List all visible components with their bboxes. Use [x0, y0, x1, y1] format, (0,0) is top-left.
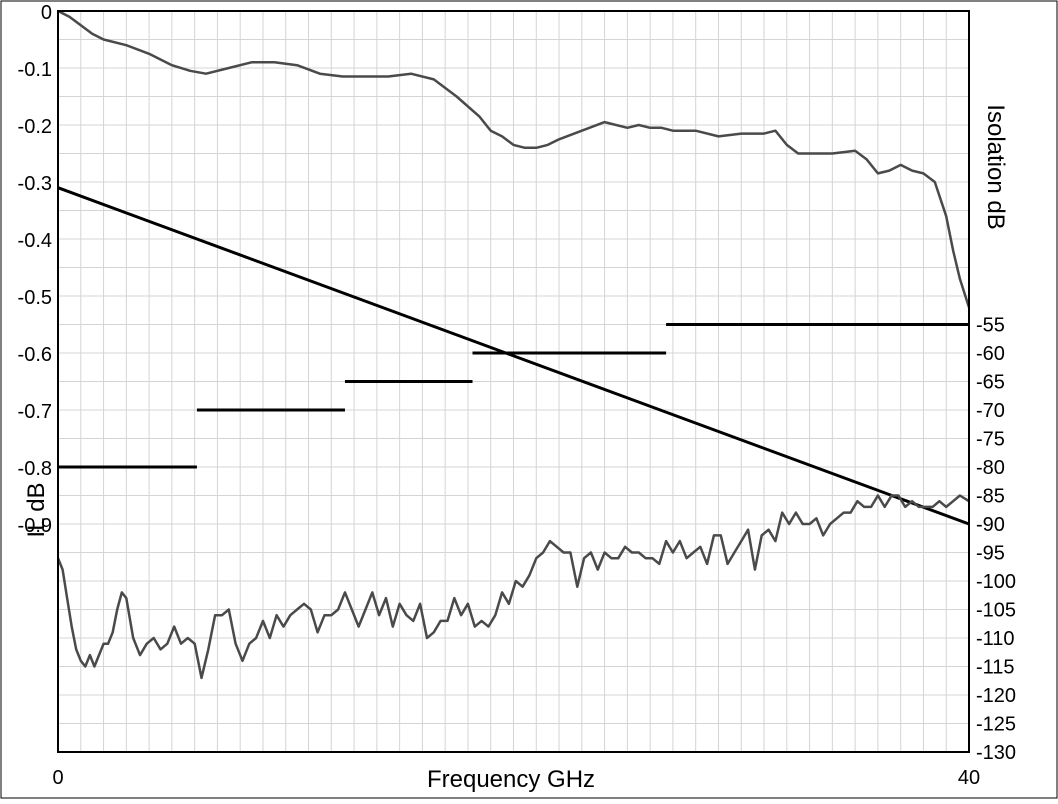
il-spec-line [57, 186, 970, 526]
left-tick-label: 0 [41, 2, 52, 24]
left-tick-label: -0.1 [18, 59, 52, 81]
right-tick-label: -105 [976, 600, 1016, 622]
left-tick-label: -0.4 [18, 230, 52, 252]
x-axis-ticks: 0 40 [52, 767, 980, 789]
left-tick-label: -0.6 [18, 344, 52, 366]
grid [58, 11, 969, 752]
right-tick-label: -125 [976, 714, 1016, 736]
left-axis-ticks: 0 -0.1 -0.2 -0.3 -0.4 -0.5 -0.6 -0.7 -0.8 -0.9 [18, 2, 52, 537]
il-measured-line [57, 9, 971, 308]
left-axis-label: IL dB [23, 482, 50, 537]
left-tick-label: -0.7 [18, 401, 52, 423]
right-tick-label: -55 [976, 315, 1005, 337]
right-tick-label: -95 [976, 543, 1005, 565]
isolation-measured-line [56, 494, 970, 680]
left-tick-label: -0.8 [18, 458, 52, 480]
right-tick-label: -110 [976, 628, 1015, 650]
left-tick-label: -0.2 [18, 116, 52, 138]
right-tick-label: -120 [976, 685, 1016, 707]
right-tick-label: -60 [976, 343, 1005, 365]
plot-frame [57, 10, 970, 753]
series-group [56, 9, 971, 680]
left-tick-label: -0.3 [18, 173, 52, 195]
right-tick-label: -130 [976, 742, 1016, 764]
right-tick-label: -65 [976, 372, 1005, 394]
right-tick-label: -100 [976, 571, 1016, 593]
right-tick-label: -75 [976, 429, 1005, 451]
right-axis-ticks: -55 -60 -65 -70 -75 -80 -85 -90 -95 -100 -105 -110 -… [976, 315, 1016, 765]
right-tick-label: -70 [976, 400, 1005, 422]
x-tick-label: 0 [52, 767, 63, 789]
left-tick-label: -0.5 [18, 287, 52, 309]
right-tick-label: -80 [976, 457, 1005, 479]
right-tick-label: -90 [976, 514, 1005, 536]
right-tick-label: -85 [976, 486, 1005, 508]
x-axis-label: Frequency GHz [427, 766, 595, 793]
left-tick-label: -0.9 [18, 515, 52, 537]
x-tick-label: 40 [958, 767, 980, 789]
right-axis-label: Isolation dB [982, 104, 1009, 229]
right-tick-label: -115 [976, 657, 1015, 679]
